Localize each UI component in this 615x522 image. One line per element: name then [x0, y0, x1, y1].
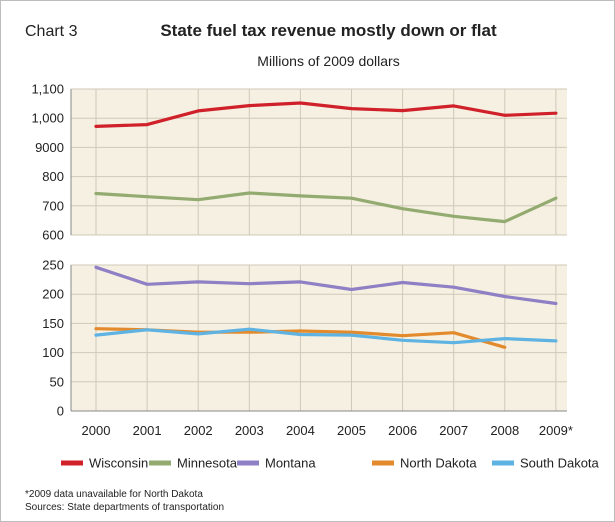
- lower-panel-bg: [71, 265, 567, 411]
- chart-title: State fuel tax revenue mostly down or fl…: [160, 21, 497, 40]
- x-tick-label: 2007: [439, 423, 468, 438]
- y-tick-label: 9000: [35, 140, 64, 155]
- y-tick-label: 250: [42, 258, 64, 273]
- series-line-south-dakota: [94, 327, 558, 345]
- y-tick-label: 1,000: [31, 111, 64, 126]
- footnote-note: *2009 data unavailable for North Dakota: [25, 489, 203, 500]
- legend-label-wisconsin: Wisconsin: [89, 456, 148, 471]
- legend-label-minnesota: Minnesota: [177, 456, 238, 471]
- y-tick-label: 1,100: [31, 82, 64, 97]
- legend-label-north-dakota: North Dakota: [400, 456, 477, 471]
- chart-number-label: Chart 3: [25, 23, 78, 40]
- footnote-source: Sources: State departments of transporta…: [25, 502, 224, 513]
- chart-subtitle: Millions of 2009 dollars: [257, 53, 400, 69]
- y-tick-label: 200: [42, 287, 64, 302]
- y-tick-label: 0: [57, 404, 64, 419]
- x-tick-label: 2008: [490, 423, 519, 438]
- x-tick-label: 2003: [235, 423, 264, 438]
- legend-label-south-dakota: South Dakota: [520, 456, 600, 471]
- x-tick-label: 2006: [388, 423, 417, 438]
- legend-label-montana: Montana: [265, 456, 316, 471]
- upper-panel-bg: [71, 89, 567, 235]
- y-tick-label: 800: [42, 169, 64, 184]
- x-tick-label: 2004: [286, 423, 315, 438]
- series-line-montana: [94, 265, 558, 306]
- x-tick-label: 2002: [184, 423, 213, 438]
- y-tick-label: 50: [50, 374, 64, 389]
- series-line-wisconsin: [94, 101, 558, 128]
- y-tick-label: 150: [42, 316, 64, 331]
- series-line-minnesota: [94, 191, 558, 224]
- y-tick-label: 100: [42, 345, 64, 360]
- x-tick-label: 2009*: [539, 423, 573, 438]
- y-tick-label: 600: [42, 228, 64, 243]
- x-tick-label: 2001: [133, 423, 162, 438]
- y-tick-label: 700: [42, 198, 64, 213]
- x-tick-label: 2005: [337, 423, 366, 438]
- x-tick-label: 2000: [82, 423, 111, 438]
